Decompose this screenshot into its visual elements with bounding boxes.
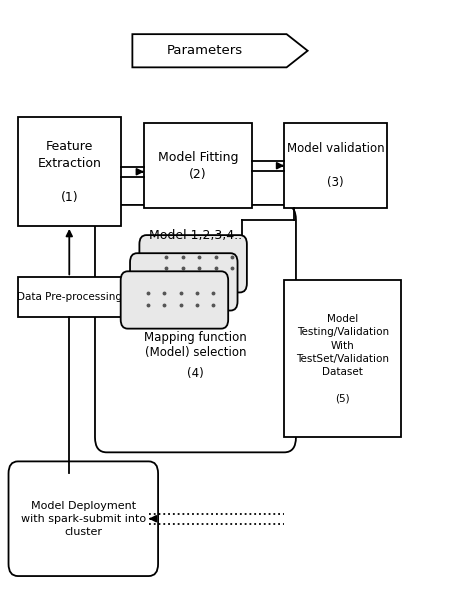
FancyBboxPatch shape <box>139 235 247 292</box>
FancyArrowPatch shape <box>285 350 357 431</box>
FancyBboxPatch shape <box>130 253 237 311</box>
FancyBboxPatch shape <box>9 462 158 576</box>
Text: Model validation

(3): Model validation (3) <box>287 143 384 189</box>
Polygon shape <box>132 34 308 68</box>
Text: (4): (4) <box>187 367 204 381</box>
FancyBboxPatch shape <box>95 205 296 452</box>
Text: Data Pre-processing: Data Pre-processing <box>17 292 122 302</box>
Bar <box>18 277 121 317</box>
Text: Mapping function: Mapping function <box>144 331 247 344</box>
Bar <box>284 124 387 208</box>
Text: Parameters: Parameters <box>167 44 243 57</box>
Text: Model Deployment
with spark-submit into
cluster: Model Deployment with spark-submit into … <box>21 501 146 537</box>
Bar <box>18 118 121 226</box>
Bar <box>144 124 252 208</box>
Bar <box>284 280 401 437</box>
Text: Model 1,2,3,4..: Model 1,2,3,4.. <box>149 228 242 242</box>
Text: Feature
Extraction

(1): Feature Extraction (1) <box>37 139 101 204</box>
Text: Model
Testing/Validation
With
TestSet/Validation
Dataset

(5): Model Testing/Validation With TestSet/Va… <box>296 314 389 403</box>
Text: (Model) selection: (Model) selection <box>145 347 246 359</box>
FancyBboxPatch shape <box>121 272 228 329</box>
Text: Model Fitting
(2): Model Fitting (2) <box>157 150 238 181</box>
